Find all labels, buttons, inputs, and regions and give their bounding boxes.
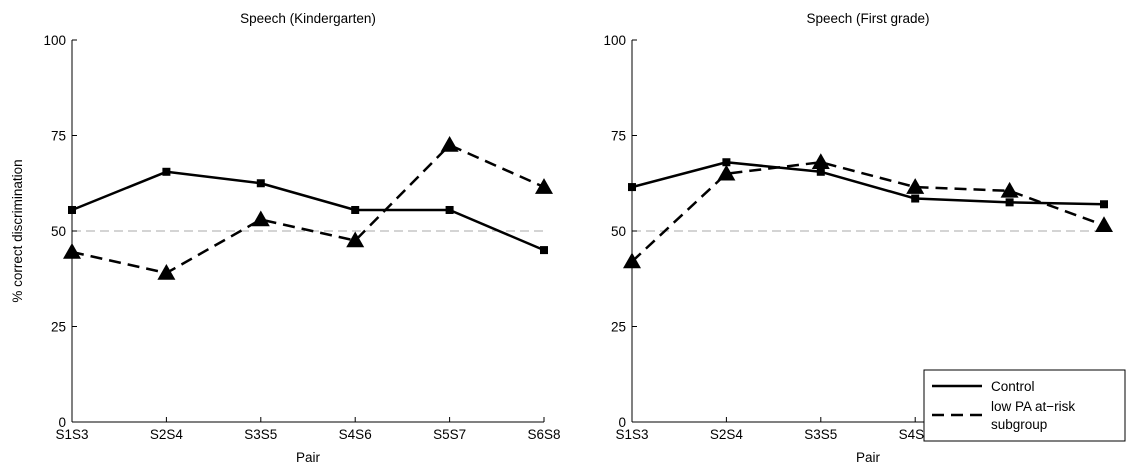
x-tick-label: S3S5 (804, 427, 837, 442)
x-tick-label: S5S7 (433, 427, 466, 442)
x-tick-label: S4S6 (899, 427, 932, 442)
y-tick-label: 0 (58, 415, 66, 430)
series-line-at-risk (71, 143, 545, 275)
y-axis-label: % correct discrimination (10, 159, 25, 302)
y-tick-label: 75 (51, 129, 66, 144)
y-tick-label: 50 (611, 224, 626, 239)
y-tick-label: 75 (611, 129, 626, 144)
y-tick-label: 0 (618, 415, 626, 430)
data-point-square (162, 167, 171, 176)
x-tick-label: S6S8 (527, 427, 560, 442)
y-tick-label: 25 (51, 320, 66, 335)
y-tick-label: 100 (603, 33, 626, 48)
data-point-triangle (535, 178, 553, 194)
data-point-square (1100, 200, 1108, 209)
x-tick-label: S1S3 (55, 427, 88, 442)
data-point-triangle (1000, 181, 1019, 198)
legend-label-at-risk-line2: subgroup (991, 417, 1047, 432)
data-point-square (628, 183, 636, 192)
data-point-triangle (157, 264, 176, 280)
chart-title: Speech (First grade) (806, 11, 929, 26)
data-point-square (256, 179, 265, 188)
series-line-at-risk (631, 160, 1105, 263)
y-tick-label: 25 (611, 320, 626, 335)
x-tick-label: S2S4 (710, 427, 744, 442)
data-point-square (68, 205, 76, 214)
series-line-control (631, 160, 1105, 206)
data-point-triangle (63, 243, 81, 259)
series-line-control (71, 170, 545, 252)
y-tick-label: 100 (43, 33, 66, 48)
data-point-square (445, 205, 454, 214)
legend-box (923, 369, 1126, 442)
data-point-triangle (346, 231, 365, 248)
x-tick-label: S4S6 (339, 427, 372, 442)
legend: Control low PA at−risk subgroup (923, 369, 1126, 442)
data-point-square (816, 167, 825, 176)
x-tick-label: S2S4 (150, 427, 184, 442)
chart-panel-kindergarten: Speech (Kindergarten) % correct discrimi… (10, 11, 561, 465)
data-point-triangle (1095, 216, 1113, 233)
x-axis-label: Pair (296, 450, 321, 465)
chart-title: Speech (Kindergarten) (240, 11, 376, 26)
legend-label-control: Control (991, 379, 1035, 394)
data-point-square (911, 194, 920, 203)
y-tick-label: 50 (51, 224, 66, 239)
data-point-square (722, 158, 731, 167)
chart-panel-first-grade: Speech (First grade) Pair 0 25 50 75 100 S1S3… (603, 11, 1126, 465)
data-point-square (351, 205, 360, 214)
x-axis-label: Pair (856, 450, 881, 465)
legend-label-at-risk-line1: low PA at−risk (991, 399, 1075, 414)
x-tick-label: S3S5 (244, 427, 277, 442)
data-point-triangle (811, 153, 830, 169)
data-point-triangle (717, 164, 736, 181)
data-point-triangle (251, 210, 270, 227)
data-point-triangle (906, 178, 925, 194)
data-point-square (540, 246, 548, 255)
data-point-square (1005, 198, 1014, 207)
data-point-triangle (623, 252, 641, 269)
data-point-triangle (440, 136, 459, 152)
x-tick-label: S1S3 (615, 427, 648, 442)
